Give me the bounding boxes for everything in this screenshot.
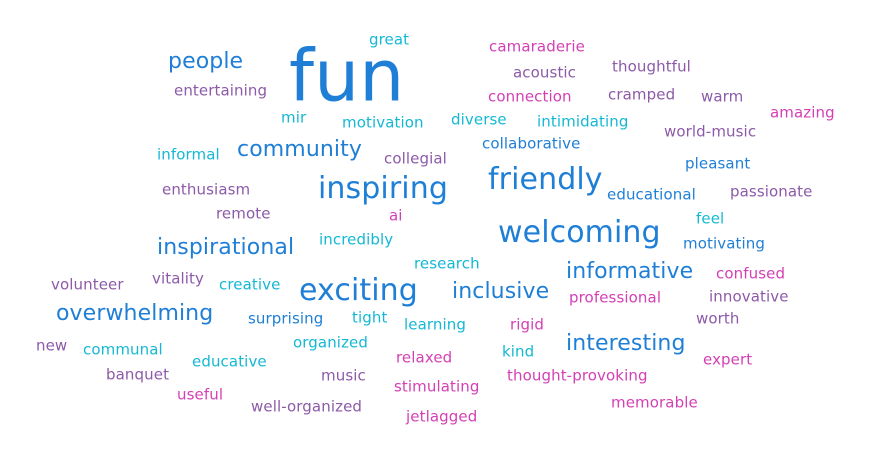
word-memorable: memorable <box>611 393 698 412</box>
word-educational: educational <box>607 185 696 204</box>
word-new: new <box>36 336 68 355</box>
word-rigid: rigid <box>510 315 545 334</box>
word-overwhelming: overwhelming <box>56 301 214 326</box>
word-welcoming: welcoming <box>498 215 661 250</box>
word-interesting: interesting <box>566 331 686 356</box>
word-fun: fun <box>289 34 405 118</box>
word-inspirational: inspirational <box>157 235 295 260</box>
word-ai: ai <box>389 206 403 225</box>
word-collegial: collegial <box>384 149 447 168</box>
word-expert: expert <box>703 350 753 369</box>
word-feel: feel <box>696 209 725 228</box>
word-inspiring: inspiring <box>318 171 448 206</box>
word-incredibly: incredibly <box>319 230 394 249</box>
word-kind: kind <box>502 342 535 361</box>
word-intimidating: intimidating <box>537 112 629 131</box>
word-entertaining: entertaining <box>174 81 268 100</box>
word-informal: informal <box>157 145 220 164</box>
word-inclusive: inclusive <box>452 279 550 304</box>
word-thoughtful: thoughtful <box>612 57 691 76</box>
word-camaraderie: camaraderie <box>489 37 586 56</box>
word-pleasant: pleasant <box>685 154 751 173</box>
word-banquet: banquet <box>106 365 170 384</box>
word-communal: communal <box>83 340 163 359</box>
word-remote: remote <box>216 204 271 223</box>
word-exciting: exciting <box>299 273 418 308</box>
word-great: great <box>369 30 410 49</box>
word-learning: learning <box>404 315 466 334</box>
word-motivation: motivation <box>342 113 424 132</box>
word-useful: useful <box>177 385 224 404</box>
word-vitality: vitality <box>152 269 205 288</box>
word-innovative: innovative <box>709 287 789 306</box>
word-mir: mir <box>281 108 307 127</box>
word-stimulating: stimulating <box>394 377 480 396</box>
word-warm: warm <box>701 87 744 106</box>
word-music: music <box>321 366 366 385</box>
word-amazing: amazing <box>770 103 835 122</box>
word-collaborative: collaborative <box>482 134 581 153</box>
word-friendly: friendly <box>488 162 603 197</box>
word-diverse: diverse <box>451 110 507 129</box>
word-people: people <box>168 49 244 74</box>
word-surprising: surprising <box>248 309 324 328</box>
word-enthusiasm: enthusiasm <box>162 180 251 199</box>
word-relaxed: relaxed <box>396 348 453 367</box>
word-acoustic: acoustic <box>513 63 577 82</box>
word-passionate: passionate <box>730 182 813 201</box>
word-cramped: cramped <box>608 85 676 104</box>
word-research: research <box>414 254 480 273</box>
word-motivating: motivating <box>683 234 765 253</box>
word-creative: creative <box>219 275 281 294</box>
word-organized: organized <box>293 333 368 352</box>
word-professional: professional <box>569 288 662 307</box>
word-informative: informative <box>566 259 694 284</box>
word-well-organized: well-organized <box>251 397 363 416</box>
word-worth: worth <box>696 309 740 328</box>
word-tight: tight <box>352 308 388 327</box>
word-confused: confused <box>716 264 786 283</box>
word-world-music: world-music <box>664 122 757 141</box>
word-volunteer: volunteer <box>51 275 124 294</box>
word-connection: connection <box>488 87 572 106</box>
word-thought-provoking: thought-provoking <box>507 366 648 385</box>
word-community: community <box>237 137 362 162</box>
word-educative: educative <box>192 352 267 371</box>
word-jetlagged: jetlagged <box>406 407 478 426</box>
